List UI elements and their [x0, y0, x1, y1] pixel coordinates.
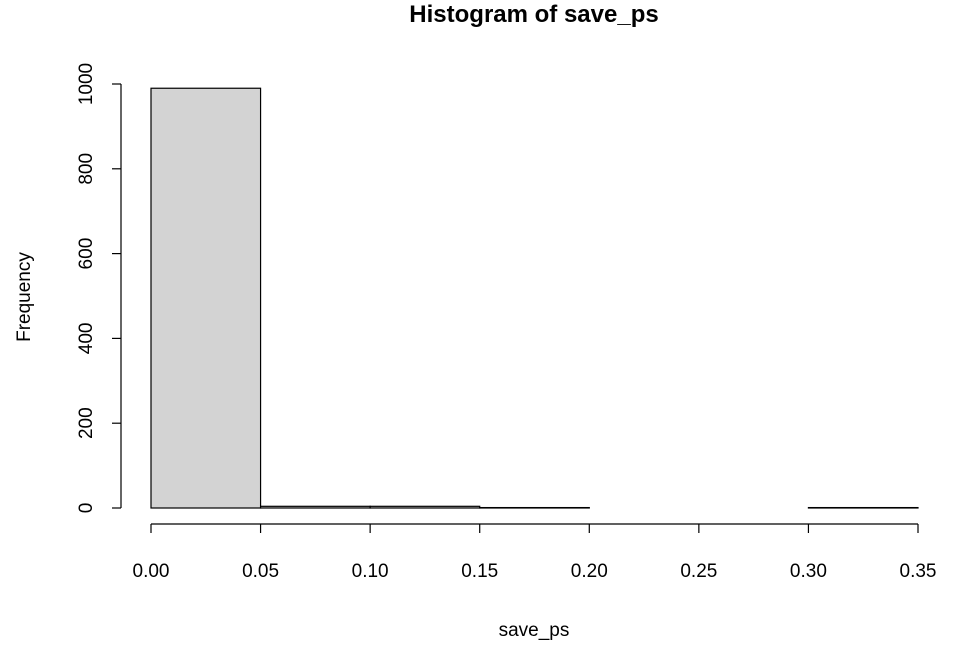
x-tick-label: 0.00 — [133, 561, 170, 582]
y-axis: 0 200 400 600 800 1000 — [76, 63, 122, 514]
x-axis: 0.00 0.05 0.10 0.15 0.20 0.25 0.30 0.35 — [133, 523, 937, 582]
y-tick-label: 400 — [76, 323, 97, 355]
x-tick-label: 0.35 — [900, 561, 937, 582]
x-tick-label: 0.20 — [571, 561, 608, 582]
chart-title: Histogram of save_ps — [409, 1, 658, 28]
histogram-bars — [150, 87, 919, 509]
x-tick-label: 0.10 — [352, 561, 389, 582]
y-axis-title: Frequency — [14, 252, 35, 342]
y-tick-label: 600 — [76, 238, 97, 270]
histogram-bar — [369, 505, 481, 509]
x-tick-label: 0.25 — [680, 561, 717, 582]
x-tick-label: 0.05 — [242, 561, 279, 582]
x-axis-title: save_ps — [499, 620, 570, 641]
y-tick-label: 200 — [76, 407, 97, 439]
y-tick-label: 800 — [76, 153, 97, 185]
histogram-bar — [150, 87, 262, 509]
x-tick-label: 0.30 — [790, 561, 827, 582]
x-tick-label: 0.15 — [461, 561, 498, 582]
histogram-bar — [259, 505, 371, 509]
y-tick-label: 0 — [76, 503, 97, 514]
y-tick-label: 1000 — [76, 63, 97, 105]
